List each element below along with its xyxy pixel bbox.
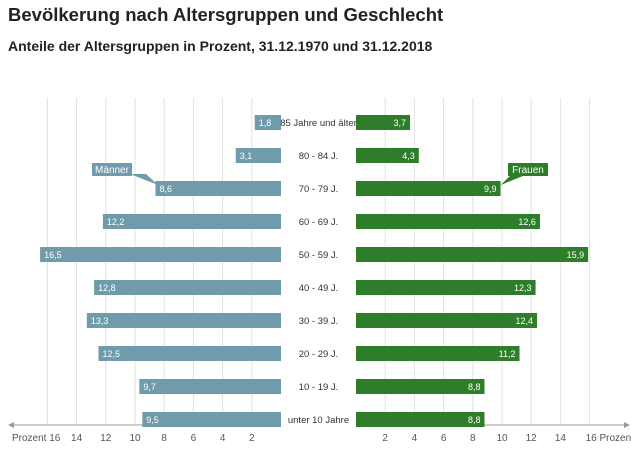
data-label-frauen: 15,9 <box>567 250 585 260</box>
x-tick-label-right: 14 <box>555 433 567 444</box>
bar-frauen <box>356 346 520 361</box>
x-tick-label-left: 6 <box>191 433 197 444</box>
legend-label-maenner: Männer <box>95 165 130 176</box>
bar-frauen <box>356 412 485 427</box>
category-label: 30 - 39 J. <box>299 316 339 327</box>
category-label: unter 10 Jahre <box>288 415 349 426</box>
data-label-frauen: 11,2 <box>499 349 516 359</box>
bar-maenner <box>142 412 281 427</box>
x-tick-label-left: 8 <box>161 433 167 444</box>
bar-maenner <box>40 247 281 262</box>
x-tick-label-right: 6 <box>441 433 447 444</box>
bar-frauen <box>356 115 411 130</box>
axis-arrow-right <box>624 422 630 428</box>
bar-maenner <box>235 148 281 163</box>
category-label: 20 - 29 J. <box>299 349 339 360</box>
bar-maenner <box>139 379 281 394</box>
data-label-maenner: 12,8 <box>98 283 116 293</box>
data-label-frauen: 12,6 <box>518 217 536 227</box>
bar-maenner <box>86 313 281 328</box>
data-label-maenner: 12,5 <box>103 349 121 359</box>
bar-frauen <box>356 148 419 163</box>
bar-frauen <box>356 379 485 394</box>
data-label-frauen: 3,7 <box>394 118 407 128</box>
bar-frauen <box>356 181 501 196</box>
x-tick-label-left: 14 <box>71 433 83 444</box>
category-label: 40 - 49 J. <box>299 283 339 294</box>
x-tick-label-right: 2 <box>382 433 388 444</box>
legend-pointer-maenner <box>130 174 158 185</box>
bar-frauen <box>356 313 538 328</box>
category-label: 85 Jahre und älter <box>280 118 357 129</box>
bar-frauen <box>356 247 589 262</box>
legend-box-maenner <box>92 163 132 176</box>
chart-title: Bevölkerung nach Altersgruppen und Gesch… <box>8 4 444 25</box>
x-tick-label-left: 2 <box>249 433 255 444</box>
data-label-frauen: 12,4 <box>516 316 534 326</box>
axis-arrow-left <box>8 422 14 428</box>
x-tick-label-right: 4 <box>412 433 418 444</box>
data-label-maenner: 1,8 <box>259 118 272 128</box>
data-label-frauen: 8,8 <box>468 415 481 425</box>
x-tick-label-right: 10 <box>496 433 508 444</box>
data-label-frauen: 12,3 <box>514 283 532 293</box>
category-label: 50 - 59 J. <box>299 250 339 261</box>
bar-maenner <box>254 115 281 130</box>
x-tick-label-right: 16 Prozent <box>586 433 631 444</box>
data-label-maenner: 3,1 <box>240 151 253 161</box>
bar-maenner <box>102 214 281 229</box>
x-tick-label-left: 10 <box>129 433 141 444</box>
category-label: 70 - 79 J. <box>299 184 339 195</box>
x-tick-label-left: 12 <box>100 433 112 444</box>
bar-maenner <box>94 280 282 295</box>
data-label-maenner: 16,5 <box>44 250 62 260</box>
chart-subtitle: Anteile der Altersgruppen in Prozent, 31… <box>8 38 433 54</box>
bar-maenner <box>155 181 281 196</box>
data-label-maenner: 9,5 <box>146 415 159 425</box>
x-tick-label-right: 12 <box>526 433 538 444</box>
data-label-frauen: 4,3 <box>402 151 415 161</box>
x-tick-label-right: 8 <box>470 433 476 444</box>
bar-frauen <box>356 280 536 295</box>
data-label-frauen: 8,8 <box>468 382 481 392</box>
category-label: 60 - 69 J. <box>299 217 339 228</box>
data-label-maenner: 8,6 <box>159 184 172 194</box>
data-label-maenner: 12,2 <box>107 217 125 227</box>
category-label: 10 - 19 J. <box>299 382 339 393</box>
x-tick-label-left: Prozent 16 <box>12 433 61 444</box>
legend-box-frauen <box>508 163 548 176</box>
bar-frauen <box>356 214 540 229</box>
data-label-maenner: 9,7 <box>143 382 156 392</box>
legend-pointer-frauen <box>500 174 528 185</box>
x-tick-label-left: 4 <box>220 433 226 444</box>
category-label: 80 - 84 J. <box>299 151 339 162</box>
data-label-frauen: 9,9 <box>484 184 497 194</box>
data-label-maenner: 13,3 <box>91 316 109 326</box>
legend-label-frauen: Frauen <box>512 165 544 176</box>
bar-maenner <box>98 346 281 361</box>
